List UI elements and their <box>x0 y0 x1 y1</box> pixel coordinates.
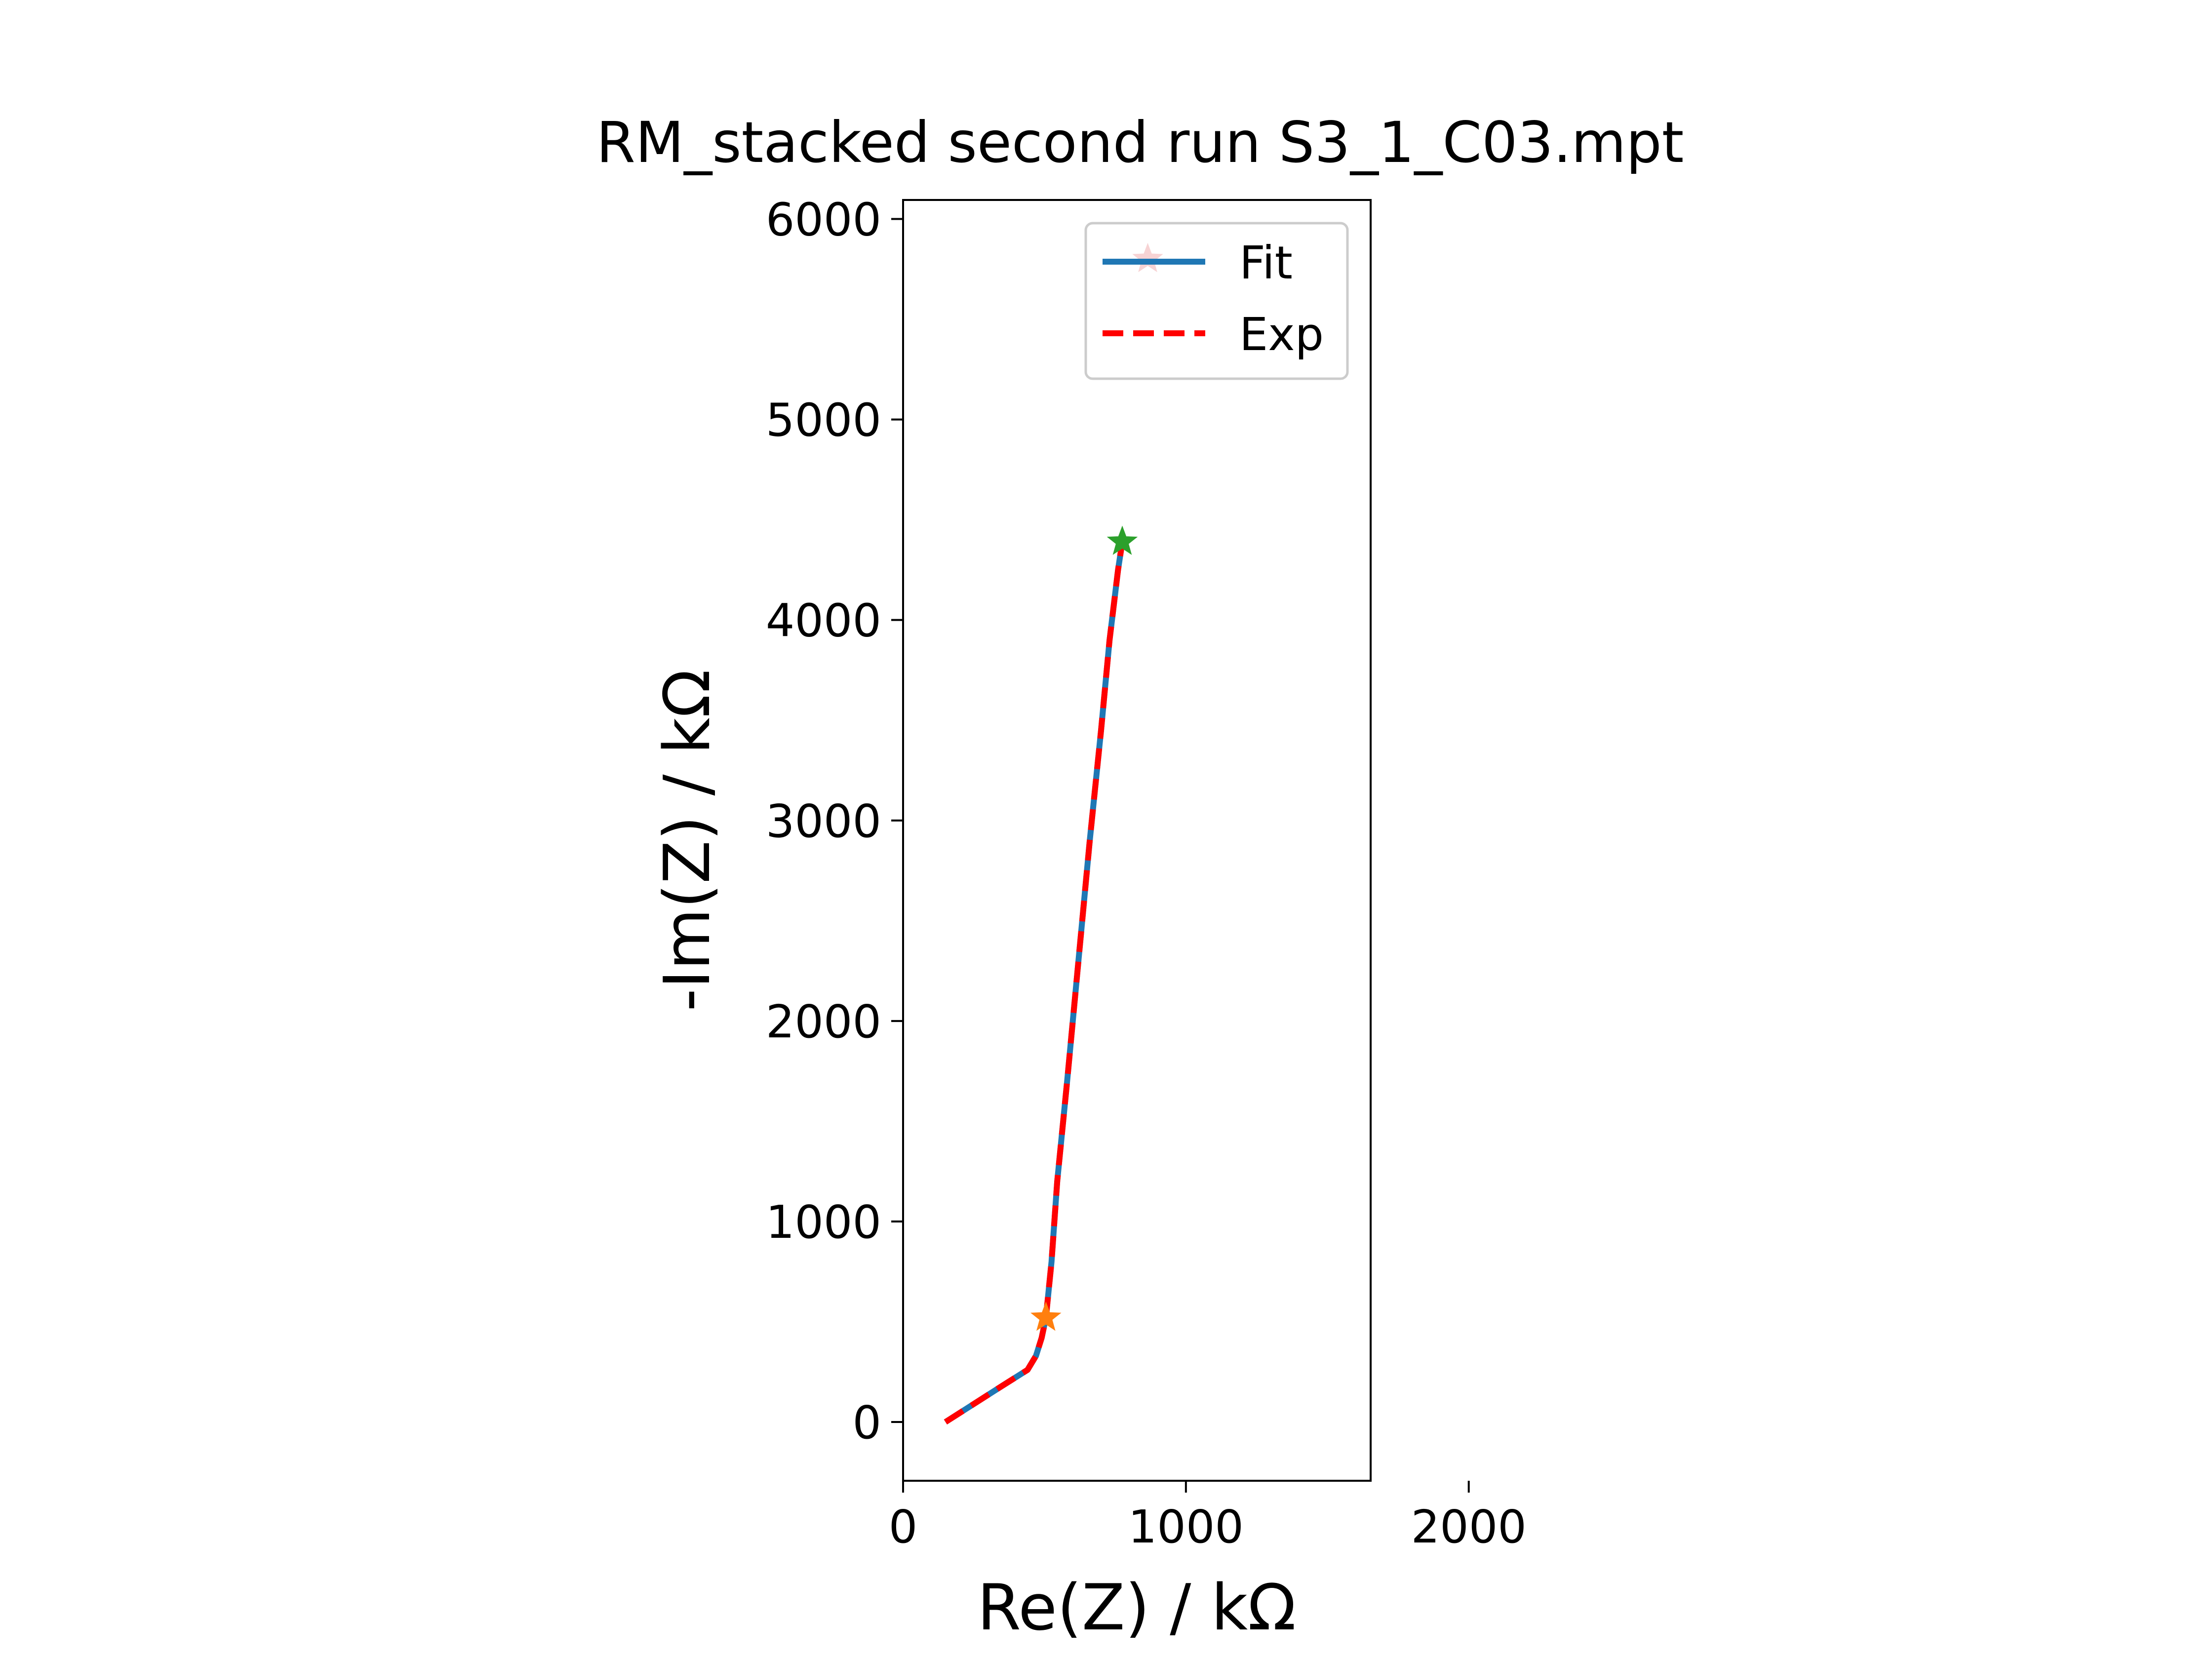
y-axis-label: -Im(Z) / kΩ <box>651 670 724 1012</box>
legend-exp-label: Exp <box>1239 308 1324 361</box>
star-marker-2 <box>1106 525 1138 555</box>
x-tick-label: 1000 <box>1128 1501 1244 1553</box>
star-marker-1 <box>1030 1301 1062 1331</box>
y-axis-ticks: 0 1000 2000 3000 4000 5000 6000 <box>766 194 903 1449</box>
y-tick-label: 4000 <box>766 594 881 647</box>
series-exp-line <box>944 541 1125 1425</box>
y-tick-label: 3000 <box>766 795 881 848</box>
x-axis-ticks: 0 1000 2000 <box>889 1481 1527 1553</box>
y-tick-label: 6000 <box>766 194 881 246</box>
x-tick-label: 2000 <box>1411 1501 1527 1553</box>
y-tick-label: 0 <box>852 1396 881 1449</box>
x-axis-label: Re(Z) / kΩ <box>977 1571 1296 1645</box>
y-tick-label: 5000 <box>766 394 881 447</box>
legend-fit-label: Fit <box>1239 237 1293 289</box>
chart-title: RM_stacked second run S3_1_C03.mpt <box>596 110 1684 175</box>
y-tick-label: 2000 <box>766 995 881 1048</box>
plot-frame <box>902 199 1372 1482</box>
y-tick-label: 1000 <box>766 1196 881 1249</box>
legend: Fit Exp <box>1084 222 1349 380</box>
x-tick-label: 0 <box>889 1501 918 1553</box>
series-layer <box>944 541 1125 1425</box>
